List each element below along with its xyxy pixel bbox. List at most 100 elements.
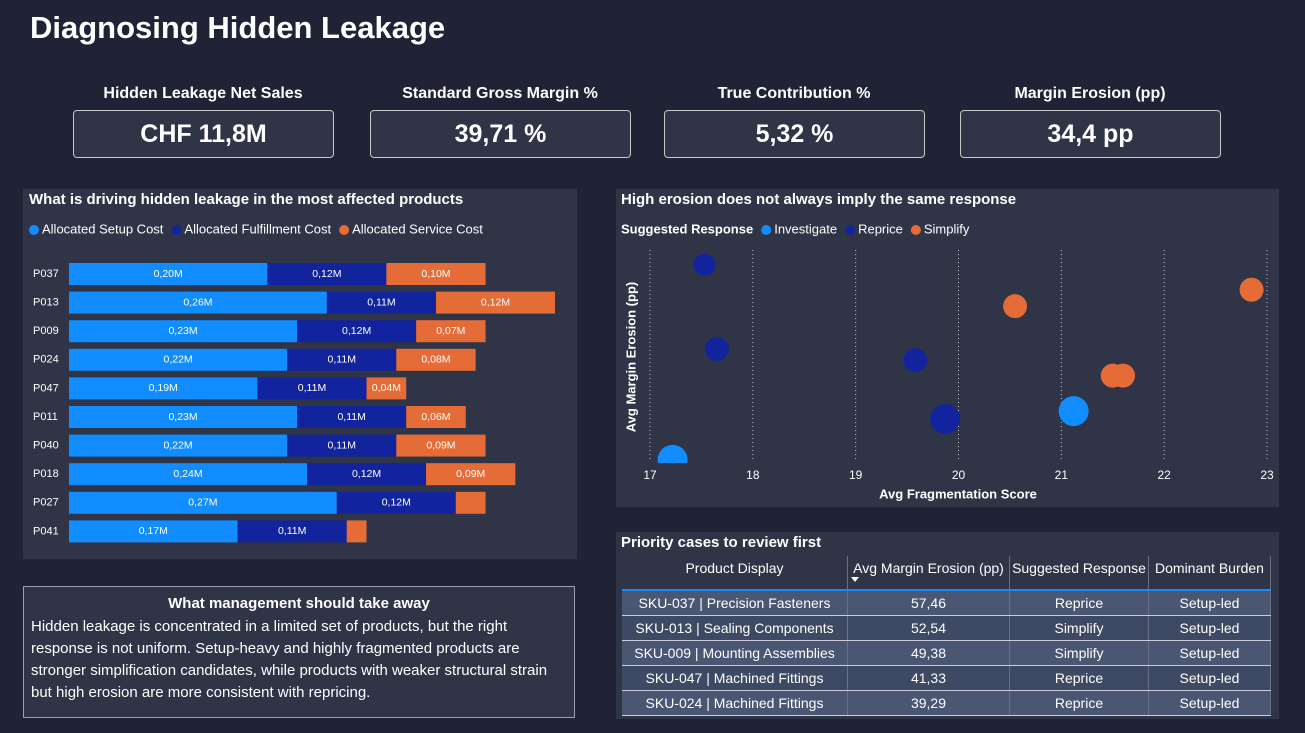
bar [386,263,486,285]
table-cell: 52,54 [847,615,1010,641]
bubble [657,444,688,463]
x-tick-label: 20 [952,468,966,482]
data-label: 0,17M [139,525,168,537]
table-title: Priority cases to review first [621,534,821,551]
legend-label: Simplify [924,221,970,236]
legend-marker [339,225,350,235]
bar [366,377,407,400]
bubble [1058,396,1089,427]
x-tick-label: 21 [1055,468,1069,482]
table-row: SKU-024 | Machined Fittings 39,29 Reprice S… [622,690,1271,716]
kpi-label: Hidden Leakage Net Sales [103,85,303,102]
data-label: 0,11M [367,296,395,308]
table-cell: SKU-047 | Machined Fittings [622,665,848,691]
text-box: What management should take away Hidden … [23,586,575,718]
x-axis-label: Avg Fragmentation Score [879,486,1037,501]
bar [69,377,258,400]
bubble [704,337,729,362]
bubble [1003,294,1028,319]
legend-title: Suggested Response [621,221,753,236]
bar [406,406,466,428]
table-body: SKU-037 | Precision Fasteners 57,46 Repric… [622,590,1271,716]
bar [336,491,456,514]
legend-label: Allocated Service Cost [352,221,483,236]
kpi-label: True Contribution % [717,85,871,102]
bar [416,320,486,343]
data-label: 0,10M [421,268,450,280]
data-label: 0,09M [456,468,485,480]
table-cell: SKU-037 | Precision Fasteners [622,590,848,616]
data-label: 0,12M [342,325,371,337]
header-row: Product Display Avg Margin Erosion (pp) Su… [622,556,1271,591]
y-tick-label: P047 [33,382,59,394]
legend-label: Allocated Fulfillment Cost [184,221,331,236]
y-tick-label: P011 [33,411,58,423]
x-tick-label: 23 [1260,468,1274,482]
data-label: 0,26M [183,296,212,308]
data-label: 0,06M [421,411,450,423]
data-label: 0,11M [278,525,306,537]
bar [346,520,367,543]
bar [69,434,288,457]
legend-marker [171,225,182,235]
bar [326,291,436,314]
kpi-value: 34,4 pp [960,110,1221,158]
page-title: Diagnosing Hidden Leakage [30,10,445,45]
legend-marker [29,225,39,235]
data-label: 0,12M [352,468,381,480]
legend-label: Investigate [774,221,837,236]
kpi-value: 39,71 % [370,110,631,158]
bar [69,263,268,285]
kpi-value: CHF 11,8M [73,110,334,158]
bar [69,463,308,486]
table-row: SKU-009 | Mounting Assemblies 49,38 Simpli… [622,640,1271,666]
bar [287,348,397,371]
table-cell: Simplify [1009,615,1149,641]
data-label: 0,12M [382,497,411,509]
column-header: Dominant Burden [1148,556,1271,591]
y-axis-label: Avg Margin Erosion (pp) [623,282,638,432]
table-cell: 39,29 [847,690,1010,716]
bubble [903,348,928,373]
legend-label: Allocated Setup Cost [42,221,164,236]
legend-label: Reprice [858,221,903,236]
legend-marker [761,225,772,235]
bar [455,491,486,514]
table-cell: Setup-led [1148,665,1271,691]
data-label: 0,23M [168,411,197,423]
y-tick-label: P027 [33,497,59,509]
bar [69,320,298,343]
text-body: Hidden leakage is concentrated in a limi… [31,618,548,701]
y-tick-label: P024 [33,354,59,366]
table-row: SKU-047 | Machined Fittings 41,33 Reprice S… [622,665,1271,691]
data-label: 0,12M [481,296,510,308]
chart-title: What is driving hidden leakage in the mo… [29,191,463,208]
data-label: 0,11M [337,411,365,423]
bar [396,348,476,371]
table-cell: SKU-009 | Mounting Assemblies [622,640,848,666]
plot-area [657,253,1264,463]
y-tick-label: P041 [33,525,59,537]
bubble [1111,363,1136,388]
data-label: 0,08M [421,354,450,366]
x-tick-label: 17 [643,468,657,482]
column-header: Avg Margin Erosion (pp) [847,556,1010,591]
table-cell: Setup-led [1148,640,1271,666]
data-label: 0,09M [426,439,455,451]
data-label: 0,11M [298,382,326,394]
table-cell: Reprice [1009,590,1149,616]
table-cell: SKU-024 | Machined Fittings [622,690,848,716]
legend-marker [910,225,921,235]
data-label: 0,04M [372,382,401,394]
table-row: SKU-013 | Sealing Components 52,54 Simplif… [622,615,1271,641]
table-cell: 41,33 [847,665,1010,691]
bar [396,434,486,457]
table-cell: Reprice [1009,690,1149,716]
bar [69,491,337,514]
bar [435,291,555,314]
y-tick-label: P037 [33,268,59,280]
bubble [1239,277,1264,302]
table-cell: 49,38 [847,640,1010,666]
data-label: 0,11M [328,354,356,366]
